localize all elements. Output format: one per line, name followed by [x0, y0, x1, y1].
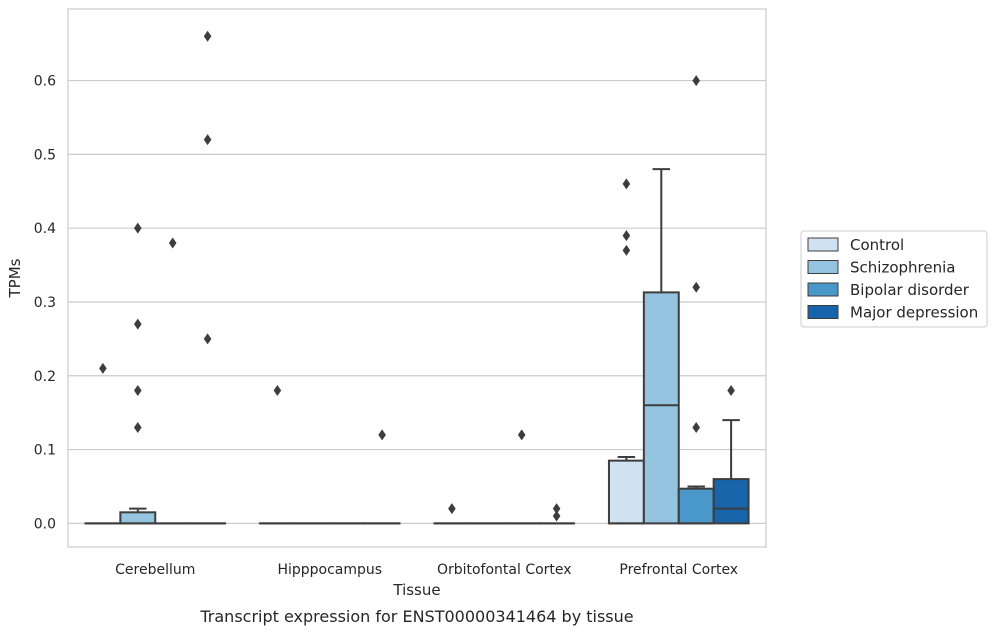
x-axis-ticks: Cerebellum Hipppocampus Orbitofontal Corte…	[115, 562, 738, 578]
outlier-0-2-0	[448, 503, 456, 515]
y-axis-ticks: 0.0 0.1 0.2 0.3 0.4 0.5 0.6	[34, 74, 56, 533]
y-tick-label-4: 0.4	[34, 221, 56, 237]
outlier-0-1-0	[273, 385, 282, 397]
box-1-3	[642, 168, 680, 525]
box-body	[119, 511, 157, 525]
outlier-1-0-1	[134, 318, 142, 330]
legend-swatch-3	[807, 305, 839, 319]
outlier-2-0-0	[168, 237, 177, 249]
y-tick-label-6: 0.6	[34, 74, 56, 90]
legend-swatch-1	[807, 260, 839, 274]
outlier-3-0-0	[203, 30, 212, 42]
outlier-0-3-0	[622, 178, 631, 190]
x-tick-label-2: Orbitofontal Cortex	[437, 562, 572, 578]
legend-label-0: Control	[850, 236, 904, 254]
outlier-2-3-2	[692, 421, 700, 433]
outlier-3-0-1	[203, 134, 212, 146]
y-tick-label-0: 0.0	[34, 516, 56, 532]
y-tick-label-2: 0.2	[34, 369, 56, 385]
plot-area-frame	[67, 8, 767, 548]
y-tick-label-1: 0.1	[34, 443, 56, 459]
box-0-3	[607, 455, 645, 525]
box-body	[607, 459, 645, 525]
y-tick-label-5: 0.5	[34, 147, 56, 163]
outlier-2-2-0	[517, 429, 526, 441]
legend-label-2: Bipolar disorder	[850, 281, 970, 299]
outlier-0-3-2	[622, 244, 631, 256]
outlier-0-3-1	[622, 230, 631, 242]
outlier-3-0-2	[203, 333, 212, 345]
outlier-1-0-3	[134, 421, 142, 433]
legend-swatch-0	[807, 237, 839, 252]
legend-label-1: Schizophrenia	[850, 259, 955, 277]
outlier-3-2-1	[552, 510, 561, 522]
outliers	[99, 30, 735, 522]
outlier-0-0-0	[99, 362, 107, 374]
legend-swatch-2	[807, 282, 839, 297]
box-body	[712, 478, 750, 525]
legend-label-3: Major depression	[850, 304, 978, 322]
outlier-2-3-0	[692, 75, 700, 87]
box-3-3	[712, 419, 750, 525]
box-body	[677, 487, 715, 525]
y-axis-label: TPMs	[6, 258, 24, 298]
box-body	[642, 291, 680, 525]
outlier-1-0-2	[134, 385, 142, 397]
legend-frame	[800, 230, 988, 328]
gridlines	[68, 79, 766, 524]
x-tick-label-1: Hipppocampus	[277, 562, 382, 578]
chart-caption: Transcript expression for ENST0000034146…	[199, 607, 633, 626]
x-axis-label: Tissue	[392, 581, 440, 599]
y-tick-label-3: 0.3	[34, 295, 56, 311]
boxes	[84, 168, 750, 525]
outlier-2-3-1	[692, 281, 700, 293]
box-2-3	[677, 485, 715, 525]
x-tick-label-0: Cerebellum	[115, 562, 195, 578]
outlier-3-1-0	[378, 429, 386, 441]
outlier-3-3-0	[727, 385, 735, 397]
box-1-0	[119, 507, 157, 525]
outlier-3-2-0	[552, 503, 561, 515]
legend: Control Schizophrenia Bipolar disorder Majo…	[800, 230, 988, 328]
x-tick-label-3: Prefrontal Cortex	[619, 562, 738, 578]
outlier-1-0-0	[134, 222, 142, 234]
